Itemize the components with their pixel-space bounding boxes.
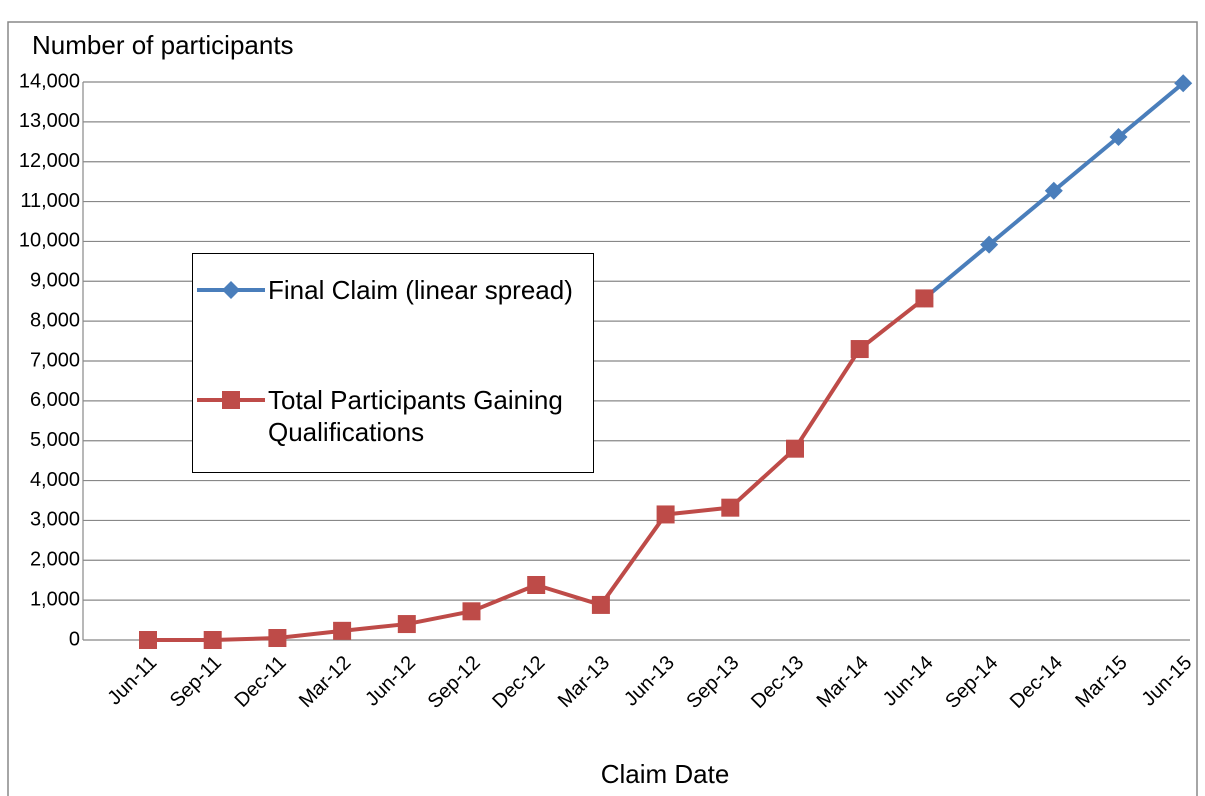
y-tick-label: 11,000 <box>20 190 80 212</box>
point <box>591 595 610 614</box>
y-tick-label: 1,000 <box>30 588 80 610</box>
y-axis-label: Number of participants <box>32 30 294 60</box>
x-tick-label: Mar-14 <box>813 652 873 712</box>
x-tick-label: Mar-12 <box>295 652 355 712</box>
y-tick-label: 12,000 <box>19 150 80 172</box>
point <box>656 505 675 524</box>
y-tick-label: 2,000 <box>30 549 80 571</box>
y-tick-label: 4,000 <box>30 469 80 491</box>
legend-label: Total Participants Gaining Qualification… <box>268 385 563 447</box>
legend: Final Claim (linear spread) Total Partici… <box>192 253 594 473</box>
point <box>397 615 416 634</box>
x-tick-label: Dec-14 <box>1006 652 1067 713</box>
point <box>268 629 287 648</box>
x-tick-label: Jun-12 <box>361 652 420 711</box>
point <box>721 498 740 517</box>
x-tick-label: Dec-11 <box>231 652 291 712</box>
chart-border <box>7 21 1198 796</box>
x-tick-label: Jun-11 <box>104 652 162 710</box>
x-tick-label: Jun-13 <box>620 652 679 711</box>
legend-label: Final Claim (linear spread) <box>268 275 573 305</box>
x-tick-label: Jun-15 <box>1138 652 1197 711</box>
x-tick-label: Dec-12 <box>488 652 549 713</box>
point <box>1109 128 1128 147</box>
point <box>462 602 481 621</box>
y-tick-label: 13,000 <box>19 110 80 132</box>
point <box>203 631 222 649</box>
x-axis-label: Claim Date <box>601 759 730 789</box>
point <box>786 439 804 458</box>
y-tick-label: 6,000 <box>30 389 80 411</box>
legend-swatch <box>197 281 265 299</box>
point <box>980 235 999 254</box>
y-tick-label: 5,000 <box>30 429 80 451</box>
y-tick-label: 3,000 <box>30 509 80 531</box>
point <box>915 289 934 308</box>
legend-marker <box>222 391 240 409</box>
x-tick-label: Sep-11 <box>166 652 226 712</box>
point <box>1044 181 1063 200</box>
y-tick-label: 8,000 <box>30 309 80 331</box>
y-tick-label: 14,000 <box>19 70 80 92</box>
point <box>850 340 869 359</box>
y-tick-label: 7,000 <box>30 349 80 371</box>
point <box>527 575 546 594</box>
y-tick-label: 10,000 <box>19 230 80 252</box>
y-tick-label: 0 <box>69 628 80 650</box>
point <box>139 631 157 649</box>
x-tick-label: Sep-14 <box>941 652 1002 713</box>
legend-swatch <box>197 391 265 409</box>
x-tick-label: Jun-14 <box>879 652 938 711</box>
x-tick-label: Mar-15 <box>1071 652 1131 712</box>
x-tick-label: Sep-12 <box>424 652 485 713</box>
point <box>1174 74 1193 93</box>
legend-marker <box>222 281 240 299</box>
x-tick-label: Dec-13 <box>747 652 808 713</box>
point <box>333 621 352 640</box>
y-tick-label: 9,000 <box>30 270 80 292</box>
x-tick-label: Sep-13 <box>682 652 743 713</box>
x-tick-label: Mar-13 <box>554 652 614 712</box>
